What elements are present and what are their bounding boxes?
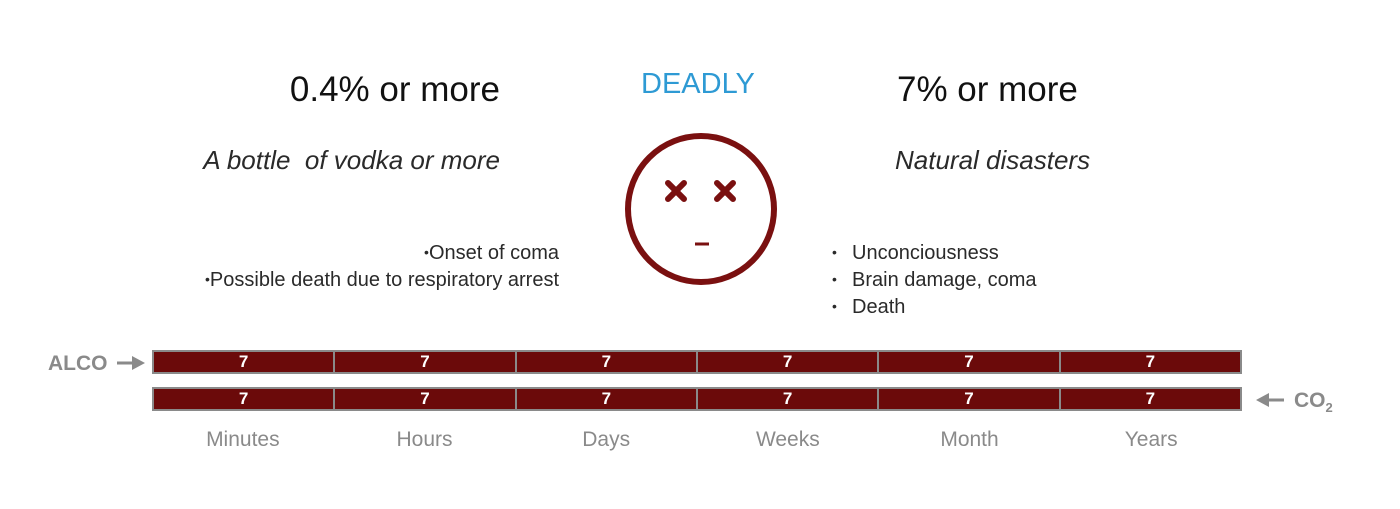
- time-label-days: Days: [582, 428, 631, 451]
- co2-effect-item: Brain damage, coma: [832, 266, 1037, 293]
- co2-threshold-heading: 7% or more: [897, 70, 1078, 109]
- time-label-minutes: Minutes: [206, 428, 280, 451]
- co2-cell: 7: [877, 389, 1058, 409]
- alco-cell: 7: [877, 352, 1058, 372]
- arrow-right-icon: [117, 356, 145, 370]
- alcohol-effects-list: Onset of coma Possible death due to resp…: [190, 239, 559, 293]
- alco-cell: 7: [238, 352, 249, 371]
- alco-cell: 7: [514, 352, 696, 372]
- co2-cell: 7: [514, 389, 696, 409]
- arrow-left-icon: [1256, 393, 1284, 407]
- time-label-weeks: Weeks: [755, 428, 820, 451]
- alcohol-example-subtitle: A bottle of vodka or more: [203, 145, 500, 175]
- alco-cell: 7: [695, 352, 877, 372]
- alco-cell: 7: [333, 352, 514, 372]
- alco-row-label: ALCO: [48, 352, 108, 375]
- co2-cell: 7: [1058, 389, 1240, 409]
- alcohol-effect-item: Possible death due to respiratory arrest: [190, 266, 559, 293]
- co2-cell: 7: [333, 389, 514, 409]
- time-scale: Minutes Hours Days Weeks Month Years: [152, 428, 1242, 452]
- alco-cell: 7: [1058, 352, 1240, 372]
- co2-effect-item: Death: [832, 293, 1037, 320]
- co2-effect-item: Unconciousness: [832, 239, 1037, 266]
- time-label-hours: Hours: [396, 428, 453, 451]
- co2-effects-list: Unconciousness Brain damage, coma Death: [832, 239, 1037, 320]
- co2-example-subtitle: Natural disasters: [895, 145, 1091, 175]
- co2-cell: 7: [238, 389, 249, 408]
- time-label-month: Month: [940, 428, 999, 451]
- co2-row-label: CO2: [1294, 390, 1333, 414]
- co2-cell: 7: [695, 389, 877, 409]
- time-label-years: Years: [1124, 428, 1178, 451]
- co2-label-subscript: 2: [1325, 400, 1333, 415]
- alco-timeline-bar: 7 7 7 7 7 7: [152, 350, 1242, 374]
- dead-face-icon: [625, 133, 777, 285]
- alcohol-effect-item: Onset of coma: [190, 239, 559, 266]
- severity-label: DEADLY: [641, 68, 755, 100]
- co2-label-text: CO: [1294, 389, 1326, 412]
- alcohol-threshold-heading: 0.4% or more: [289, 70, 500, 109]
- co2-timeline-bar: 7 7 7 7 7 7: [152, 387, 1242, 411]
